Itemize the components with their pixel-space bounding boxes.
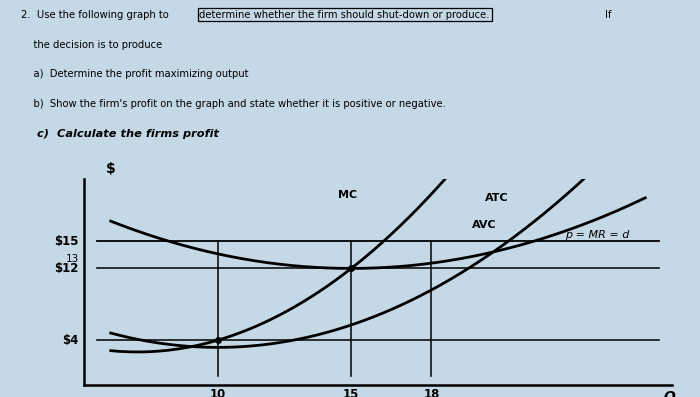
Text: AVC: AVC [472, 220, 496, 230]
Text: 10: 10 [209, 388, 226, 397]
Text: the decision is to produce: the decision is to produce [21, 40, 162, 50]
Text: If: If [606, 10, 612, 20]
Text: 15: 15 [343, 388, 360, 397]
Text: 18: 18 [424, 388, 440, 397]
Text: determine whether the firm should shut-down or produce.: determine whether the firm should shut-d… [199, 10, 490, 20]
Text: $12: $12 [55, 262, 78, 275]
Text: $15: $15 [54, 235, 78, 248]
Text: b)  Show the firm's profit on the graph and state whether it is positive or nega: b) Show the firm's profit on the graph a… [21, 99, 446, 109]
Text: $4: $4 [62, 334, 78, 347]
Text: p = MR = d: p = MR = d [565, 230, 629, 240]
Text: c)  Calculate the firms profit: c) Calculate the firms profit [21, 129, 219, 139]
Text: MC: MC [338, 191, 357, 200]
Text: $: $ [106, 162, 115, 176]
Text: 2.  Use the following graph to: 2. Use the following graph to [21, 10, 169, 20]
Text: 13: 13 [65, 254, 78, 264]
Text: a)  Determine the profit maximizing output: a) Determine the profit maximizing outpu… [21, 69, 248, 79]
Text: ATC: ATC [485, 193, 508, 203]
Text: Q: Q [664, 389, 676, 397]
